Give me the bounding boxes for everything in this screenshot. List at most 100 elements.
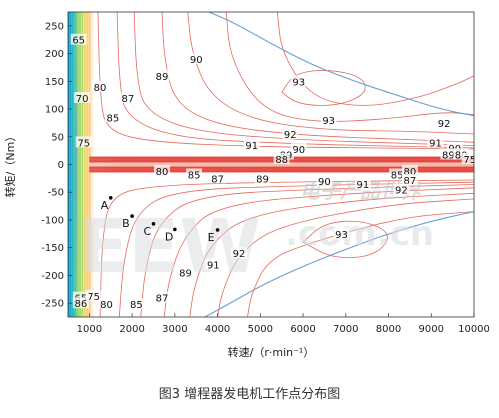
- x-tick-label: 5000: [248, 324, 273, 335]
- y-tick-label: 200: [45, 49, 64, 60]
- contour-label: 87: [211, 174, 224, 185]
- x-axis-ticks: 1000 2000 3000 4000 5000 6000 7000 8000 9000 1000…: [77, 313, 490, 335]
- x-tick-label: 6000: [290, 324, 315, 335]
- contour-line-lower-6: [217, 198, 474, 317]
- y-tick-label: 250: [45, 21, 64, 32]
- contour-island-93-upper: [281, 70, 366, 106]
- contour-label-bg: [440, 148, 457, 160]
- contour-label-bg: [104, 111, 121, 123]
- x-tick-label: 10000: [458, 324, 490, 335]
- x-axis-label: 转速/（r·min⁻¹）: [228, 345, 315, 359]
- y-axis-ticks: -250 -200 -150 -100 -50 0 50 100 150 200 250: [41, 21, 72, 310]
- x-tick-label: 9000: [419, 324, 444, 335]
- contour-label: 93: [322, 116, 335, 127]
- contour-line-upper-7: [277, 12, 474, 106]
- contour-label: 91: [357, 180, 370, 191]
- zero-torque-band: [89, 156, 474, 173]
- contour-label-bg: [188, 53, 205, 65]
- x-tick-label: 8000: [376, 324, 401, 335]
- contour-label-bg: [273, 152, 290, 164]
- operating-point-C: [151, 222, 156, 226]
- contour-label: 86: [74, 299, 87, 310]
- contour-label-bg: [98, 298, 115, 310]
- low-speed-limit: [75, 12, 77, 317]
- contour-label-bg: [401, 165, 418, 177]
- y-axis-label: 转矩/（Nm）: [3, 131, 17, 198]
- torque-limit-boundary: [75, 12, 474, 317]
- y-tick-label: -150: [41, 243, 64, 254]
- y-tick-label: -200: [41, 271, 64, 282]
- contour-label: 87: [404, 176, 417, 187]
- watermark-logo: EEW: [78, 204, 261, 290]
- contour-label-bg: [446, 141, 463, 153]
- x-tick-label: 7000: [333, 324, 358, 335]
- contour-label: 65: [72, 36, 85, 47]
- contour-label-bg: [128, 298, 145, 310]
- contour-line-lower-2: [118, 181, 474, 317]
- operating-point-label-B: B: [122, 217, 130, 230]
- contour-label: 85: [107, 113, 120, 124]
- x-tick-label: 4000: [205, 324, 230, 335]
- y-tick-label: -100: [41, 215, 64, 226]
- lower-torque-limit: [204, 211, 474, 317]
- contour-label: 87: [156, 294, 169, 305]
- contour-label-bg: [290, 142, 307, 154]
- contour-label-bg: [389, 168, 406, 180]
- contour-label-bg: [282, 128, 299, 139]
- contour-label: 92: [438, 119, 451, 130]
- x-tick-label: 2000: [119, 324, 144, 335]
- operating-point-label-D: D: [165, 230, 173, 243]
- operating-point-label-C: C: [143, 225, 151, 238]
- contour-label-bg: [290, 75, 307, 87]
- contour-label-bg: [254, 172, 271, 184]
- contour-label-bg: [333, 227, 350, 239]
- y-tick-label: 0: [58, 160, 64, 171]
- contour-label: 80: [100, 300, 113, 311]
- contour-label-bg: [119, 91, 136, 103]
- upper-torque-limit: [208, 12, 474, 117]
- contour-label-bg: [243, 139, 260, 151]
- contour-island-93-lower: [302, 220, 388, 258]
- contour-line-upper-1: [97, 12, 474, 150]
- y-tick-label: -250: [41, 299, 64, 310]
- efficiency-contour-lines: [97, 12, 474, 317]
- contour-label: 91: [245, 141, 258, 152]
- contour-label-bg: [205, 258, 222, 270]
- contour-label: 91: [207, 260, 220, 271]
- contour-label: 85: [130, 300, 143, 311]
- y-tick-label: 50: [51, 132, 64, 143]
- contour-label-bg: [186, 168, 203, 180]
- contour-label: 90: [318, 177, 331, 188]
- contour-label: 89: [179, 269, 192, 280]
- contour-label: 75: [463, 155, 476, 166]
- operating-point-E: [215, 228, 220, 232]
- contour-label-bg: [72, 291, 89, 303]
- contour-line-upper-4: [161, 12, 474, 143]
- operating-points: ABC D E: [101, 195, 220, 244]
- contour-label: 80: [156, 167, 169, 178]
- operating-point-label-E: E: [208, 231, 215, 244]
- contour-label-bg: [154, 291, 171, 303]
- x-tick-label: 3000: [162, 324, 187, 335]
- contour-label: 92: [284, 130, 297, 141]
- contour-label-bg: [354, 177, 371, 189]
- contour-label: 89: [256, 174, 269, 185]
- contour-label: 93: [292, 77, 305, 88]
- contour-line-lower-3: [140, 184, 474, 317]
- contour-label-bg: [427, 136, 444, 148]
- contour-label: 88: [275, 155, 288, 166]
- contour-label: 75: [87, 292, 100, 303]
- contour-label-bg: [401, 174, 418, 186]
- contour-line-upper-6: [225, 12, 474, 122]
- contour-label-bg: [70, 33, 87, 45]
- contour-label: 92: [233, 249, 246, 260]
- contour-label-bg: [177, 266, 194, 278]
- contour-label: 80: [455, 151, 468, 162]
- contour-line-lower-5: [189, 192, 474, 317]
- contour-line-lower-7: [247, 211, 474, 317]
- contour-label-bg: [85, 289, 102, 301]
- contour-label: 85: [391, 170, 404, 181]
- contour-line-upper-3: [133, 12, 474, 146]
